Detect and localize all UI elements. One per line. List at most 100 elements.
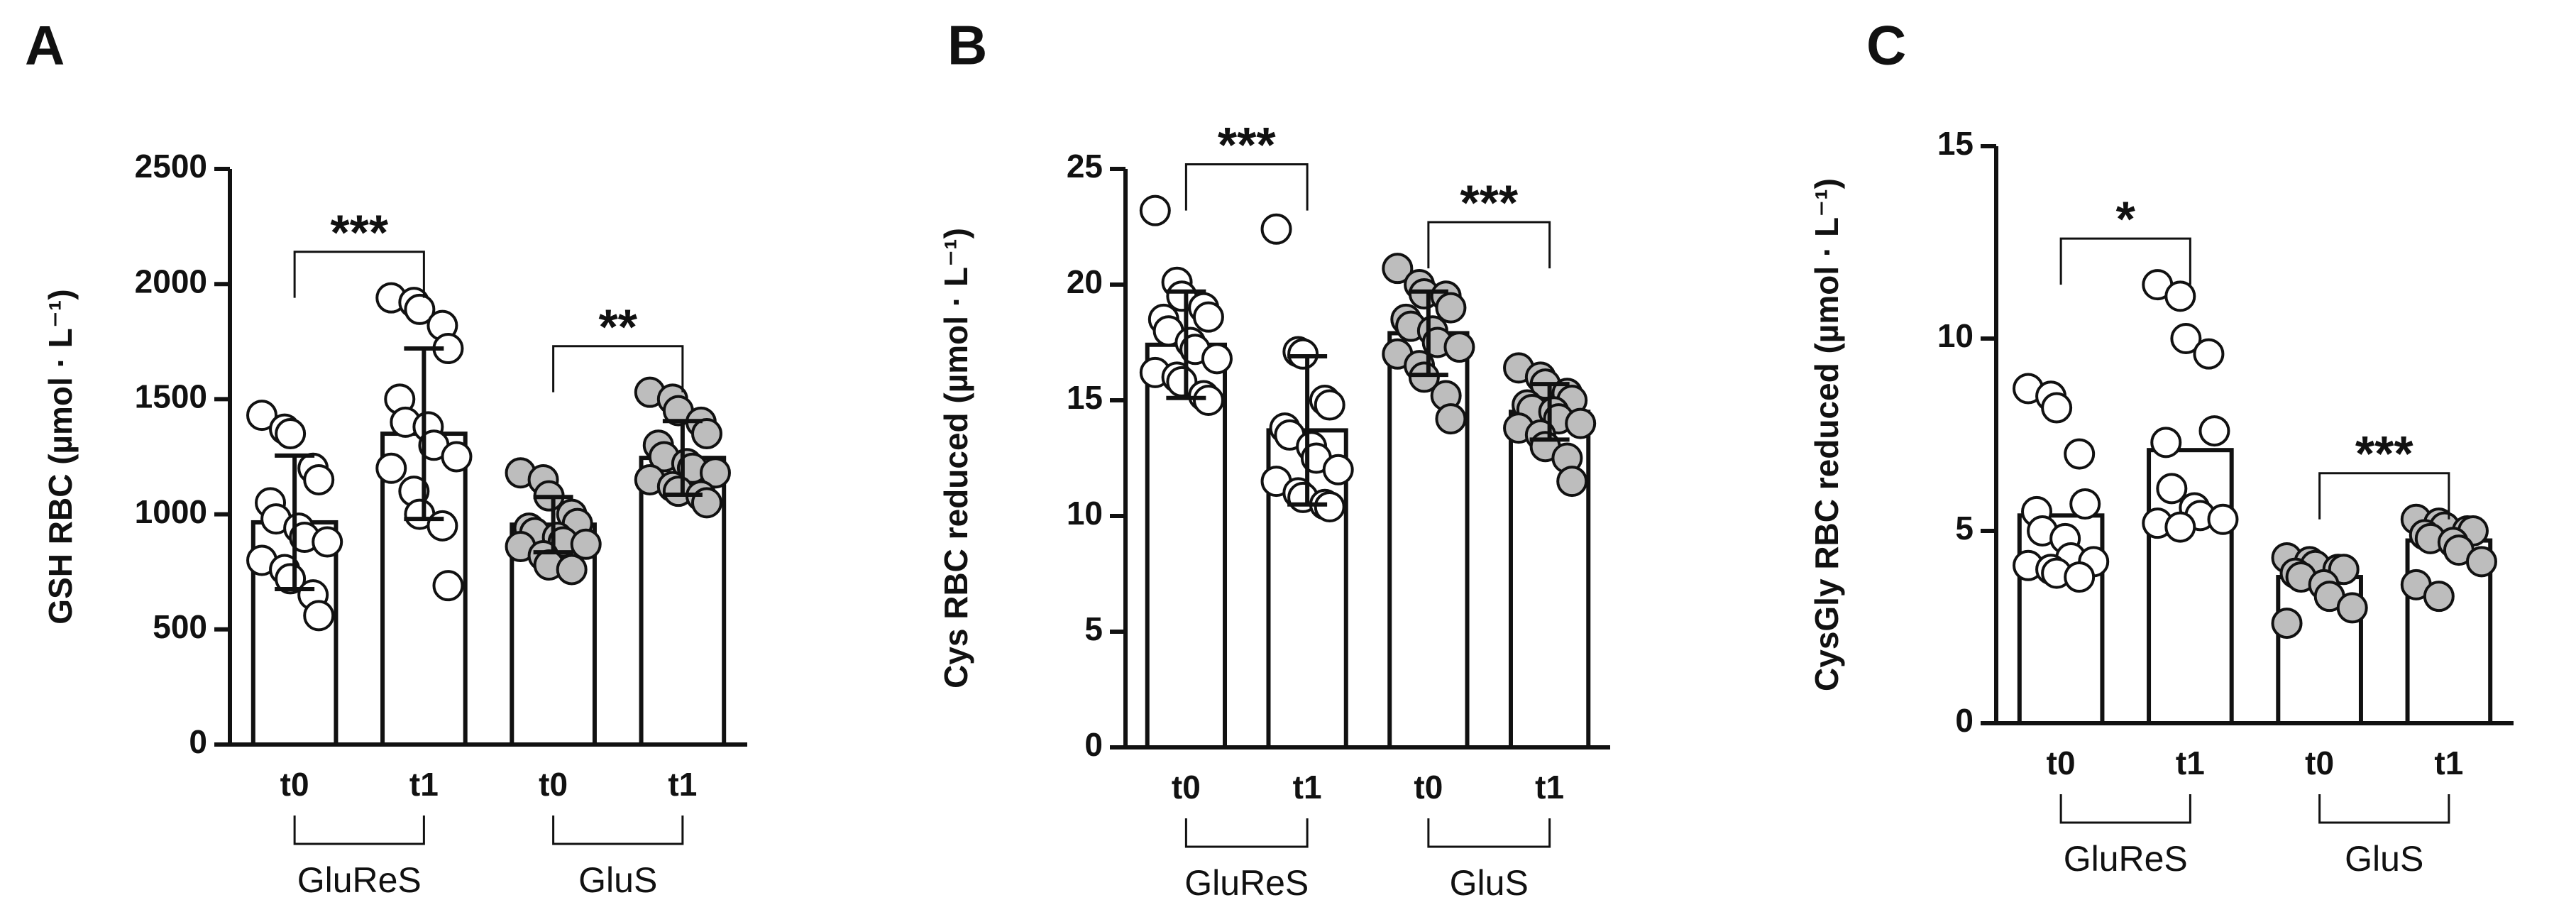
y-tick-label: 1500 bbox=[135, 378, 207, 415]
data-point bbox=[1382, 253, 1414, 285]
y-tick-label: 15 bbox=[1937, 125, 1974, 162]
data-point bbox=[246, 400, 278, 432]
y-tick-label: 0 bbox=[1955, 702, 1974, 739]
y-tick-label: 0 bbox=[189, 723, 207, 760]
data-point bbox=[556, 554, 588, 586]
data-point bbox=[1322, 454, 1354, 485]
y-tick-label: 25 bbox=[1067, 148, 1103, 185]
data-point bbox=[2064, 438, 2096, 470]
data-point bbox=[2170, 323, 2202, 354]
y-axis-label: CysGly RBC reduced (µmol · L⁻¹) bbox=[1808, 178, 1845, 691]
y-tick-label: 2000 bbox=[135, 263, 207, 300]
data-point bbox=[275, 563, 307, 595]
group-label: GluReS bbox=[297, 860, 422, 900]
data-point bbox=[1314, 490, 1345, 522]
data-point bbox=[2041, 392, 2073, 424]
x-tick-label: t1 bbox=[1535, 769, 1564, 806]
group-label: GluS bbox=[578, 860, 657, 900]
data-point bbox=[404, 293, 436, 325]
data-point bbox=[1314, 389, 1345, 421]
y-tick-label: 15 bbox=[1067, 379, 1103, 416]
data-point bbox=[2156, 473, 2188, 505]
data-point bbox=[1287, 338, 1319, 370]
y-tick-label: 500 bbox=[153, 608, 207, 645]
data-point bbox=[375, 452, 407, 484]
data-point bbox=[2150, 427, 2182, 458]
x-tick-label: t0 bbox=[280, 766, 309, 803]
data-point bbox=[426, 510, 458, 542]
x-tick-label: t0 bbox=[1172, 769, 1201, 806]
y-tick-label: 10 bbox=[1067, 495, 1103, 532]
group-bracket bbox=[2059, 794, 2191, 824]
data-point bbox=[1565, 407, 1597, 439]
y-axis-label: Cys RBC reduced (µmol · L⁻¹) bbox=[937, 228, 974, 688]
x-tick-label: t1 bbox=[2434, 745, 2463, 781]
data-point bbox=[303, 463, 335, 495]
significance-label: *** bbox=[1218, 117, 1276, 172]
significance-bracket bbox=[2059, 237, 2191, 285]
data-point bbox=[570, 528, 602, 560]
y-tick-label: 5 bbox=[1084, 610, 1103, 647]
y-tick-label: 5 bbox=[1955, 510, 1974, 547]
group-bracket bbox=[2318, 794, 2450, 824]
group-bracket bbox=[552, 816, 684, 845]
significance-bracket bbox=[293, 251, 425, 298]
x-tick-label: t1 bbox=[1293, 769, 1322, 806]
data-point bbox=[699, 457, 731, 489]
y-tick-label: 10 bbox=[1937, 317, 1974, 354]
significance-label: *** bbox=[330, 204, 388, 260]
group-label: GluS bbox=[2345, 839, 2423, 879]
group-label: GluReS bbox=[2064, 839, 2188, 879]
data-point bbox=[1260, 213, 1292, 245]
data-point bbox=[2271, 608, 2303, 639]
data-point bbox=[312, 526, 343, 558]
y-tick-label: 20 bbox=[1067, 263, 1103, 300]
data-point bbox=[2164, 280, 2196, 312]
panel-label: A bbox=[25, 14, 65, 77]
y-tick-label: 2500 bbox=[135, 148, 207, 185]
group-bracket bbox=[1427, 818, 1551, 848]
x-tick-label: t0 bbox=[2047, 745, 2076, 781]
data-point bbox=[432, 570, 464, 602]
x-tick-label: t1 bbox=[668, 766, 697, 803]
data-point bbox=[2465, 546, 2497, 578]
data-point bbox=[1139, 194, 1171, 226]
group-bracket bbox=[1184, 818, 1309, 848]
data-point bbox=[1408, 361, 1440, 393]
data-point bbox=[1192, 301, 1224, 333]
data-point bbox=[1435, 292, 1467, 324]
data-point bbox=[1201, 343, 1233, 375]
data-point bbox=[275, 418, 307, 450]
data-point bbox=[2336, 592, 2368, 624]
significance-bracket bbox=[1427, 221, 1551, 269]
data-point bbox=[690, 418, 722, 450]
y-axis-label: GSH RBC (µmol · L⁻¹) bbox=[42, 289, 79, 624]
data-point bbox=[1443, 331, 1475, 363]
y-tick-label: 1000 bbox=[135, 493, 207, 530]
group-label: GluReS bbox=[1184, 863, 1309, 903]
significance-label: ** bbox=[599, 299, 638, 354]
data-point bbox=[2198, 415, 2230, 447]
data-point bbox=[1435, 403, 1467, 435]
data-point bbox=[441, 441, 473, 473]
x-tick-label: t1 bbox=[409, 766, 439, 803]
x-tick-label: t0 bbox=[2305, 745, 2334, 781]
data-point bbox=[1192, 385, 1224, 416]
data-point bbox=[2164, 511, 2196, 543]
data-point bbox=[303, 600, 335, 632]
group-bracket bbox=[293, 816, 425, 845]
panel-label: C bbox=[1866, 14, 1906, 77]
significance-label: *** bbox=[1460, 175, 1518, 230]
significance-label: *** bbox=[2355, 426, 2413, 481]
group-label: GluS bbox=[1450, 863, 1529, 903]
significance-bracket bbox=[2318, 472, 2450, 520]
panel-label: B bbox=[947, 14, 987, 77]
data-point bbox=[2069, 488, 2101, 520]
x-tick-label: t0 bbox=[539, 766, 568, 803]
significance-bracket bbox=[1184, 163, 1309, 211]
data-point bbox=[2193, 338, 2225, 370]
significance-label: * bbox=[2116, 192, 2136, 247]
data-point bbox=[2207, 503, 2239, 535]
